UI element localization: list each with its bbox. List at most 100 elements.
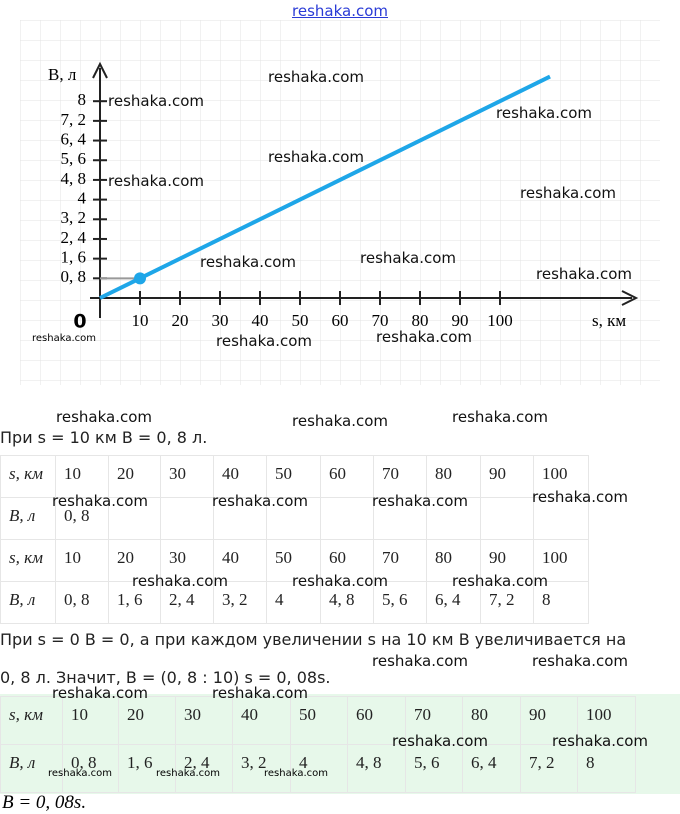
y-tick-label: 7, 2 bbox=[61, 110, 87, 129]
data-table: s, км 10 20 30 40 50 60 70 80 90 100 B, л 0, 8 1, 6 2,… bbox=[0, 696, 636, 793]
table-cell: 100 bbox=[533, 455, 589, 498]
table-cell: 60 bbox=[320, 455, 374, 498]
y-axis-label: B, л bbox=[48, 65, 77, 84]
row-header: B, л bbox=[0, 497, 56, 540]
x-tick-label: 30 bbox=[212, 311, 229, 330]
table-cell: 90 bbox=[520, 696, 578, 745]
x-tick-label: 70 bbox=[372, 311, 389, 330]
watermark: reshaka.com bbox=[52, 684, 148, 702]
table-cell: 40 bbox=[232, 696, 291, 745]
y-tick-label: 6, 4 bbox=[61, 129, 87, 148]
table-cell: 6, 4 bbox=[426, 581, 481, 624]
watermark: reshaka.com bbox=[56, 408, 152, 426]
table-cell: 4, 8 bbox=[320, 581, 374, 624]
table-cell bbox=[533, 497, 589, 540]
row-header: s, км bbox=[0, 455, 56, 498]
table-cell: 3, 2 bbox=[232, 744, 291, 793]
y-tick-label: 4, 8 bbox=[61, 169, 87, 188]
watermark: reshaka.com bbox=[32, 333, 96, 344]
watermark: reshaka.com bbox=[376, 328, 472, 346]
watermark: reshaka.com bbox=[552, 732, 648, 750]
table-cell: 70 bbox=[373, 455, 427, 498]
table-cell: 7, 2 bbox=[520, 744, 578, 793]
row-header: B, л bbox=[0, 744, 63, 793]
table-cell: 8 bbox=[577, 744, 636, 793]
watermark: reshaka.com bbox=[264, 768, 328, 779]
watermark: reshaka.com bbox=[496, 104, 592, 122]
table-row: s, км 10 20 30 40 50 60 70 80 90 100 bbox=[0, 696, 636, 745]
table-cell: 80 bbox=[426, 539, 481, 582]
data-table: s, км 10 20 30 40 50 60 70 80 90 100 B, л 0, 8 1, 6 2,… bbox=[0, 539, 589, 624]
x-tick-label: 20 bbox=[172, 311, 189, 330]
table-cell: 5, 6 bbox=[405, 744, 463, 793]
y-arrow bbox=[92, 61, 108, 79]
table-cell bbox=[160, 497, 214, 540]
table-cell: 3, 2 bbox=[213, 581, 267, 624]
table-cell: 60 bbox=[320, 539, 374, 582]
table-cell: 0, 8 bbox=[62, 744, 119, 793]
table-cell: 8 bbox=[533, 581, 589, 624]
watermark: reshaka.com bbox=[212, 492, 308, 510]
table-cell: 10 bbox=[62, 696, 119, 745]
watermark: reshaka.com bbox=[108, 172, 204, 190]
table-cell: 80 bbox=[462, 696, 521, 745]
watermark: reshaka.com bbox=[532, 652, 628, 670]
text-line: 0, 8 л. Значит, B = (0, 8 : 10) s = 0, 0… bbox=[0, 668, 331, 687]
watermark: reshaka.com bbox=[212, 684, 308, 702]
row-header: s, км bbox=[0, 696, 63, 745]
table-cell bbox=[266, 497, 321, 540]
table-cell: 1, 6 bbox=[108, 581, 161, 624]
table-cell: 1, 6 bbox=[118, 744, 176, 793]
table-cell: 40 bbox=[213, 539, 267, 582]
table-cell: 90 bbox=[480, 455, 534, 498]
table-cell: 10 bbox=[55, 539, 109, 582]
watermark: reshaka.com bbox=[292, 572, 388, 590]
table-cell: 5, 6 bbox=[373, 581, 427, 624]
watermark: reshaka.com bbox=[48, 768, 112, 779]
watermark: reshaka.com bbox=[536, 265, 632, 283]
table-cell: 60 bbox=[347, 696, 406, 745]
table-cell: 2, 4 bbox=[175, 744, 233, 793]
watermark: reshaka.com bbox=[292, 412, 388, 430]
row-header: s, км bbox=[0, 539, 56, 582]
table-cell: 30 bbox=[160, 455, 214, 498]
watermark: reshaka.com bbox=[216, 332, 312, 350]
watermark: reshaka.com bbox=[132, 572, 228, 590]
watermark: reshaka.com bbox=[156, 768, 220, 779]
table-cell bbox=[320, 497, 374, 540]
watermark: reshaka.com bbox=[268, 68, 364, 86]
table-cell: 30 bbox=[175, 696, 233, 745]
table-row: B, л 0, 8 bbox=[0, 497, 589, 540]
y-tick-label: 0, 8 bbox=[61, 267, 87, 286]
watermark: reshaka.com bbox=[520, 184, 616, 202]
text-line: При s = 10 км B = 0, 8 л. bbox=[0, 428, 208, 447]
y-tick-label: 5, 6 bbox=[61, 149, 87, 168]
table-cell: 50 bbox=[266, 455, 321, 498]
watermark: reshaka.com bbox=[372, 492, 468, 510]
answer: B = 0, 08s. bbox=[2, 792, 87, 813]
x-arrow bbox=[621, 290, 639, 306]
watermark: reshaka.com bbox=[108, 92, 204, 110]
watermark: reshaka.com bbox=[452, 408, 548, 426]
data-table: s, км 10 20 30 40 50 60 70 80 90 100 B, л 0, 8 bbox=[0, 455, 589, 540]
data-point bbox=[134, 272, 146, 285]
table-cell: 6, 4 bbox=[462, 744, 521, 793]
x-tick-label: 80 bbox=[412, 311, 429, 330]
y-tick-label: 4 bbox=[78, 189, 87, 208]
table-cell: 4 bbox=[290, 744, 348, 793]
watermark: reshaka.com bbox=[372, 652, 468, 670]
y-tick-label: 3, 2 bbox=[61, 208, 87, 227]
origin-label: 0 bbox=[73, 311, 86, 333]
watermark: reshaka.com bbox=[392, 732, 488, 750]
x-tick-label: 10 bbox=[132, 311, 149, 330]
table-cell: 50 bbox=[290, 696, 348, 745]
x-tick-label: 90 bbox=[452, 311, 469, 330]
chart: B, л s, км 0 10 20 30 40 50 60 70 80 90 100 0, 81, … bbox=[20, 20, 660, 385]
row-header: B, л bbox=[0, 581, 56, 624]
table-cell: 4, 8 bbox=[347, 744, 406, 793]
x-tick-label: 60 bbox=[332, 311, 349, 330]
watermark: reshaka.com bbox=[360, 249, 456, 267]
